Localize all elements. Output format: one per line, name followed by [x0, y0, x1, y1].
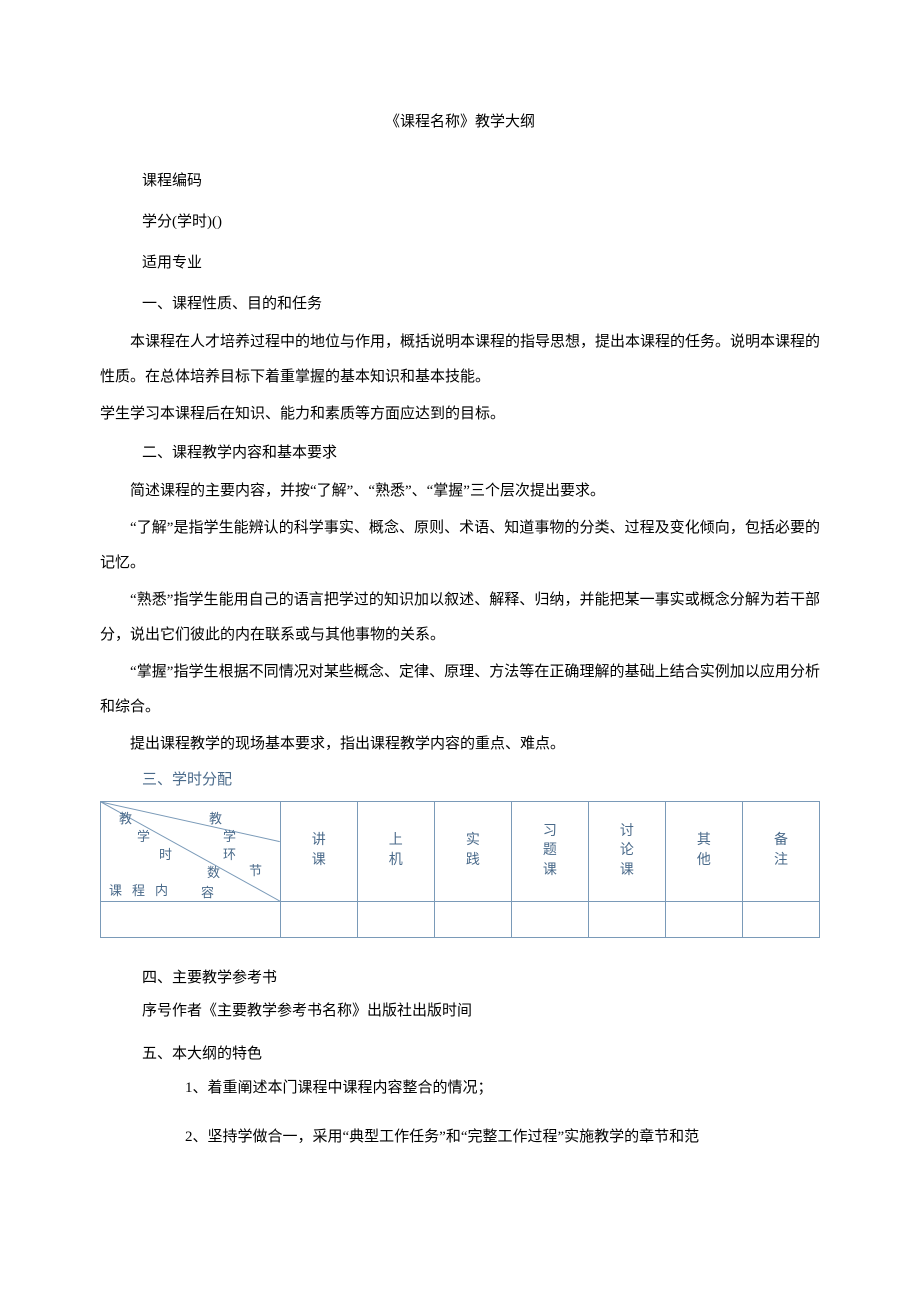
major-field: 适用专业 — [100, 251, 820, 272]
diag-label-8: 数 — [207, 862, 228, 881]
cell — [280, 901, 357, 937]
section-4-heading: 四、主要教学参考书 — [100, 966, 820, 987]
diag-label-4: 学 — [223, 826, 244, 845]
cell — [742, 901, 819, 937]
hours-allocation-table: 教 教 学 学 时 环 节 数 课程内 容 讲课 上机 实践 习题课 讨论课 其… — [100, 801, 820, 938]
section-1-p2: 学生学习本课程后在知识、能力和素质等方面应达到的目标。 — [100, 397, 820, 432]
col-other: 其他 — [665, 801, 742, 901]
section-2-heading: 二、课程教学内容和基本要求 — [100, 441, 820, 462]
diag-label-1: 教 — [119, 808, 140, 827]
col-exercise: 习题课 — [511, 801, 588, 901]
course-code-field: 课程编码 — [100, 169, 820, 190]
col-practice: 实践 — [434, 801, 511, 901]
section-2-p4: “掌握”指学生根据不同情况对某些概念、定律、原理、方法等在正确理解的基础上结合实… — [100, 655, 820, 724]
document-title: 《课程名称》教学大纲 — [100, 110, 820, 131]
col-computer: 上机 — [357, 801, 434, 901]
diag-label-9: 课程内 — [109, 880, 178, 899]
cell — [588, 901, 665, 937]
diag-label-6: 环 — [223, 844, 236, 863]
section-3-heading: 三、学时分配 — [100, 768, 820, 789]
cell — [434, 901, 511, 937]
cell — [511, 901, 588, 937]
diag-label-10: 容 — [201, 882, 214, 901]
diagonal-header-cell: 教 教 学 学 时 环 节 数 课程内 容 — [101, 801, 281, 901]
diag-label-7: 节 — [249, 860, 262, 879]
section-2-p1: 简述课程的主要内容，并按“了解”、“熟悉”、“掌握”三个层次提出要求。 — [100, 474, 820, 509]
col-discussion: 讨论课 — [588, 801, 665, 901]
reference-format-line: 序号作者《主要教学参考书名称》出版社出版时间 — [100, 999, 820, 1020]
cell — [665, 901, 742, 937]
section-2-p3: “熟悉”指学生能用自己的语言把学过的知识加以叙述、解释、归纳，并能把某一事实或概… — [100, 583, 820, 652]
col-remark: 备注 — [742, 801, 819, 901]
table-row — [101, 901, 820, 937]
diag-label-5: 时 — [159, 844, 180, 863]
diag-label-3: 学 — [137, 826, 158, 845]
feature-item-1: 1、着重阐述本门课程中课程内容整合的情况； — [100, 1075, 820, 1102]
section-1-heading: 一、课程性质、目的和任务 — [100, 292, 820, 313]
section-1-p1: 本课程在人才培养过程中的地位与作用，概括说明本课程的指导思想，提出本课程的任务。… — [100, 325, 820, 394]
diag-label-2: 教 — [209, 808, 230, 827]
cell — [101, 901, 281, 937]
section-2-p2: “了解”是指学生能辨认的科学事实、概念、原则、术语、知道事物的分类、过程及变化倾… — [100, 511, 820, 580]
credit-hours-field: 学分(学时)() — [100, 210, 820, 231]
cell — [357, 901, 434, 937]
section-5-heading: 五、本大纲的特色 — [100, 1042, 820, 1063]
col-lecture: 讲课 — [280, 801, 357, 901]
section-2-p5: 提出课程教学的现场基本要求，指出课程教学内容的重点、难点。 — [100, 727, 820, 762]
table-header-row: 教 教 学 学 时 环 节 数 课程内 容 讲课 上机 实践 习题课 讨论课 其… — [101, 801, 820, 901]
feature-item-2: 2、坚持学做合一，采用“典型工作任务”和“完整工作过程”实施教学的章节和范 — [100, 1124, 820, 1151]
